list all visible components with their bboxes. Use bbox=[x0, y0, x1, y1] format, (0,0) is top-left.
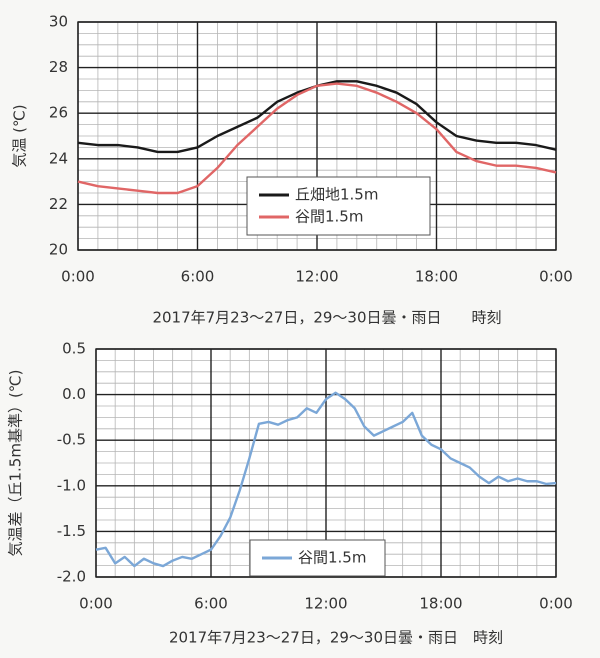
y-tick-label: 22 bbox=[49, 195, 68, 213]
x-tick-label: 18:00 bbox=[419, 595, 462, 613]
y-tick-label: 24 bbox=[49, 149, 68, 167]
y-tick-label: 28 bbox=[49, 58, 68, 76]
y-tick-label: 26 bbox=[49, 104, 68, 122]
x-tick-label: 0:00 bbox=[61, 268, 95, 286]
x-tick-label: 0:00 bbox=[539, 595, 573, 613]
x-tick-label: 6:00 bbox=[181, 268, 215, 286]
legend-box bbox=[246, 176, 431, 236]
legend-label: 谷間1.5m bbox=[295, 208, 363, 226]
chart: 0:00 6:00 12:00 18:00 0:00 20 22 24 26 28 30 気温 (℃)… bbox=[11, 13, 573, 327]
x-tick-label: 18:00 bbox=[415, 268, 458, 286]
y-axis-label: 気温 (℃) bbox=[11, 104, 29, 167]
y-tick-label: 30 bbox=[49, 13, 68, 31]
x-axis-label: 2017年7月23～27日，29～30日曇・雨日 時刻 bbox=[152, 309, 501, 327]
x-tick-label: 12:00 bbox=[304, 595, 347, 613]
y-tick-label: 20 bbox=[49, 241, 68, 259]
y-tick-label: 0.0 bbox=[62, 385, 86, 403]
plot-border bbox=[95, 348, 557, 578]
x-axis-label: 2017年7月23～27日，29～30日曇・雨日 時刻 bbox=[169, 629, 503, 647]
x-tick-label: 12:00 bbox=[295, 268, 338, 286]
y-axis-label: 気温差（丘1.5m基準）(℃) bbox=[7, 369, 25, 556]
plot-border bbox=[77, 21, 557, 251]
series-line bbox=[77, 82, 557, 195]
series-line bbox=[95, 391, 557, 568]
x-tick-label: 0:00 bbox=[539, 268, 573, 286]
y-tick-label: -1.5 bbox=[57, 522, 86, 540]
x-tick-label: 0:00 bbox=[79, 595, 113, 613]
x-tick-label: 6:00 bbox=[194, 595, 228, 613]
legend-label: 谷間1.5m bbox=[298, 549, 366, 567]
legend-label: 丘畑地1.5m bbox=[295, 186, 378, 204]
y-tick-label: -1.0 bbox=[57, 476, 86, 494]
y-tick-label: 0.5 bbox=[62, 340, 86, 358]
y-tick-label: -2.0 bbox=[57, 568, 86, 586]
y-tick-label: -0.5 bbox=[57, 431, 86, 449]
chart: 0:00 6:00 12:00 18:00 0:00 -2.0 -1.5 -1.0 -0.5 0.… bbox=[7, 340, 573, 647]
